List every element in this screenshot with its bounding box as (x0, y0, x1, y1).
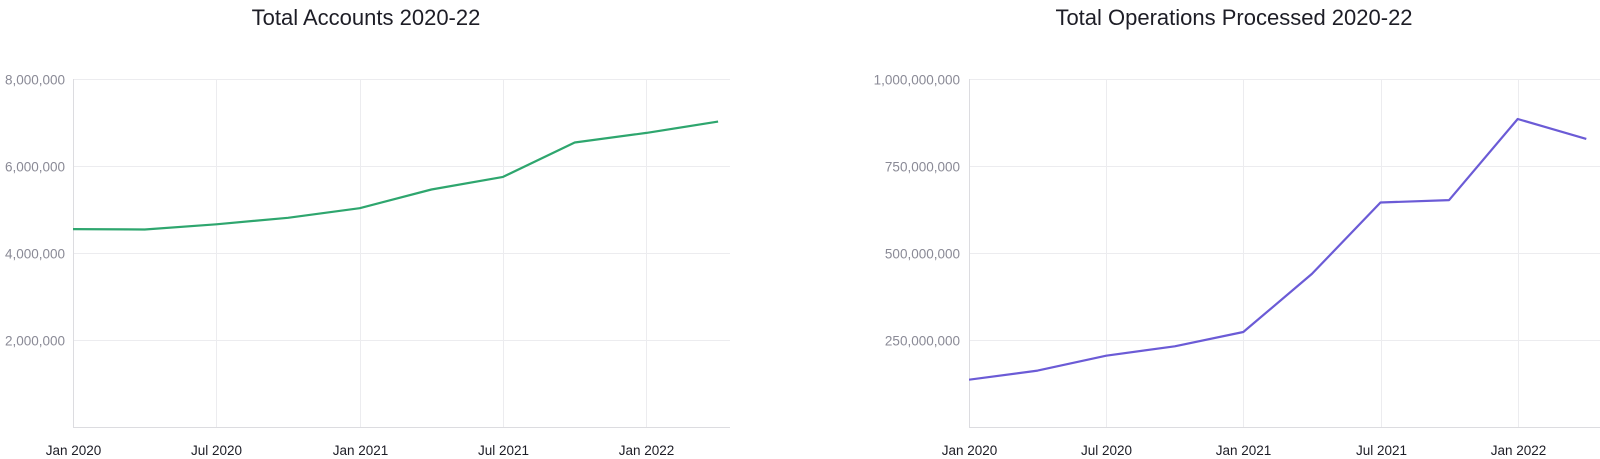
gridlines (969, 79, 1600, 428)
chart-title: Total Operations Processed 2020-22 (1055, 5, 1412, 30)
chart-title: Total Accounts 2020-22 (252, 5, 481, 30)
tick-labels: 2,000,000 4,000,000 6,000,000 8,000,000 Jan … (5, 73, 674, 459)
y-tick-label: 500,000,000 (885, 247, 960, 262)
x-tick-label: Jan 2022 (619, 443, 675, 458)
tick-labels: 250,000,000 500,000,000 750,000,000 1,000,0… (874, 73, 1547, 459)
x-tick-label: Jul 2021 (1356, 443, 1407, 458)
series-line (969, 117, 1587, 381)
y-tick-label: 750,000,000 (885, 160, 960, 175)
x-tick-label: Jan 2022 (1491, 443, 1547, 458)
y-tick-label: 250,000,000 (885, 334, 960, 349)
chart-total-accounts: Total Accounts 2020-22 2,000,000 4,000,00… (5, 5, 730, 458)
y-tick-label: 6,000,000 (5, 160, 65, 175)
gridlines (73, 79, 730, 428)
x-tick-label: Jul 2021 (478, 443, 529, 458)
y-tick-label: 4,000,000 (5, 247, 65, 262)
y-tick-label: 1,000,000,000 (874, 73, 960, 88)
x-tick-label: Jan 2021 (333, 443, 389, 458)
x-tick-label: Jul 2020 (1081, 443, 1132, 458)
y-tick-label: 2,000,000 (5, 334, 65, 349)
x-tick-label: Jan 2021 (1216, 443, 1272, 458)
series-layer (73, 120, 719, 231)
chart-total-operations: Total Operations Processed 2020-22 250,0… (874, 5, 1600, 458)
y-tick-label: 8,000,000 (5, 73, 65, 88)
x-tick-label: Jul 2020 (191, 443, 242, 458)
x-tick-label: Jan 2020 (46, 443, 102, 458)
series-layer (969, 117, 1587, 381)
x-tick-label: Jan 2020 (942, 443, 998, 458)
series-line (73, 120, 719, 231)
